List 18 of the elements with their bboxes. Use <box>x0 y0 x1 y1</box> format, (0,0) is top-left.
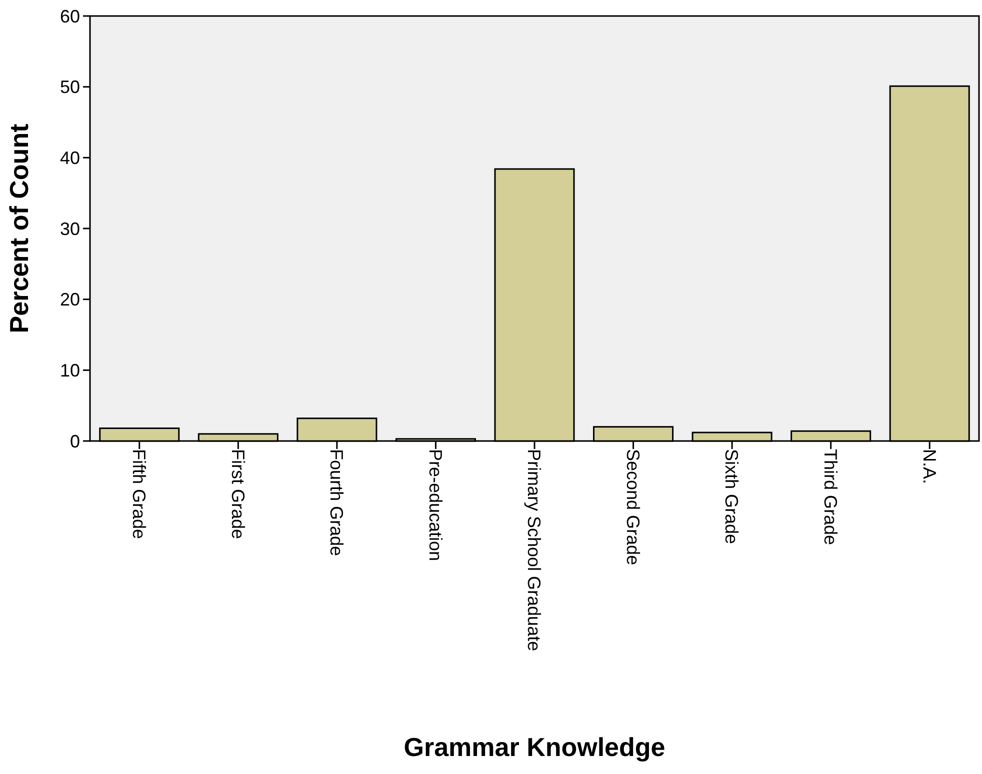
x-tick-label: Fourth Grade <box>326 449 347 556</box>
y-tick-label: 40 <box>60 148 80 168</box>
x-axis-title: Grammar Knowledge <box>404 732 666 762</box>
x-tick-label: First Grade <box>228 449 248 540</box>
x-tick-label: Fifth Grade <box>129 449 150 540</box>
x-tick-label: Pre-education <box>425 449 446 562</box>
y-tick-label: 60 <box>60 6 80 26</box>
y-axis-title: Percent of Count <box>4 123 34 334</box>
x-tick-label: Second Grade <box>622 449 643 566</box>
y-tick-label: 10 <box>60 360 80 380</box>
y-tick-label: 30 <box>60 218 80 239</box>
x-tick-label: Primary School Graduate <box>524 449 544 652</box>
x-tick-label: Sixth Grade <box>722 449 742 544</box>
y-tick-label: 50 <box>60 77 80 98</box>
x-tick-label: N.A. <box>919 449 940 484</box>
y-tick-label: 20 <box>60 290 80 310</box>
x-tick-label: Third Grade <box>820 449 841 546</box>
y-tick-label: 0 <box>70 431 80 452</box>
